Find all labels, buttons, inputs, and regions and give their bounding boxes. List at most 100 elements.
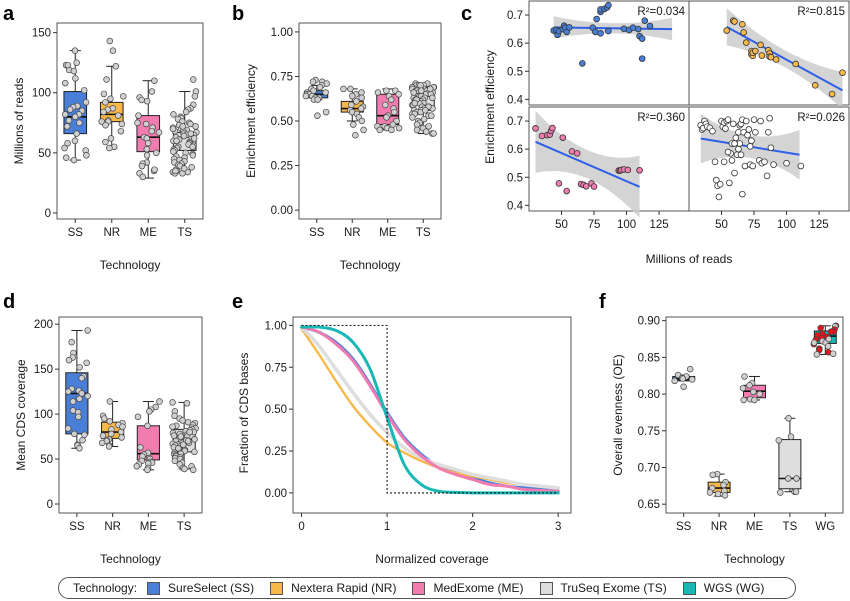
data-point: [811, 82, 819, 89]
regression-line: [535, 140, 640, 188]
y-axis-label: Enrichment efficiency: [483, 50, 497, 164]
panel-f-overall-evenness: 0.65 0.70 0.75 0.80 0.85 0.90 SS NR ME TS WG Techno…: [611, 316, 844, 566]
data-point: [638, 35, 646, 42]
data-point: [723, 27, 731, 34]
data-point: [106, 418, 114, 425]
data-point: [389, 121, 397, 128]
data-point: [742, 117, 750, 125]
x-axis-label: Millions of reads: [646, 252, 733, 266]
data-point: [71, 47, 79, 54]
legend-label-wg: WGS (WG): [703, 581, 765, 595]
data-point: [605, 27, 612, 35]
data-point: [579, 60, 586, 67]
data-point: [549, 124, 556, 132]
data-point: [785, 475, 792, 482]
data-point: [144, 139, 152, 147]
data-point: [350, 121, 357, 128]
data-point: [75, 413, 82, 421]
facet-me: R²=0.360 0.4 0.5 0.6 0.7 50 75 100 125: [507, 106, 690, 231]
legend-item-ss: SureSelect (SS): [147, 581, 254, 595]
data-point: [78, 390, 85, 397]
data-point: [706, 489, 714, 496]
y-tick-label: 0.00: [271, 205, 293, 217]
data-point: [739, 21, 746, 28]
data-point: [383, 87, 390, 94]
data-point: [143, 152, 151, 159]
panel-a-millions-of-reads: 0 50 100 150 SS NR ME TS Technology Millions of r…: [12, 22, 204, 272]
regression-line: [726, 25, 843, 92]
x-tick-label: 50: [715, 219, 728, 231]
x-axis-label: Technology: [340, 258, 401, 272]
data-point: [636, 166, 643, 174]
data-point: [177, 433, 185, 440]
data-point: [184, 437, 192, 445]
data-point: [135, 112, 142, 119]
x-tick-label: 1: [384, 521, 390, 533]
data-point: [744, 131, 751, 139]
y-tick-label: 0.5: [507, 172, 523, 184]
data-point: [66, 106, 74, 113]
data-point: [357, 105, 365, 112]
data-point: [171, 457, 179, 465]
facet-ss: R²=0.034 0.4 0.5 0.6 0.7: [507, 0, 690, 106]
data-point: [322, 108, 330, 116]
data-point: [81, 431, 88, 439]
data-point: [62, 154, 70, 161]
data-point: [175, 445, 182, 452]
data-point: [739, 384, 747, 392]
x-tick-label: TS: [177, 227, 192, 239]
data-point: [71, 113, 79, 121]
legend: Technology: SureSelect (SS) Nextera Rapi…: [58, 577, 796, 599]
data-point: [187, 130, 195, 137]
data-point: [102, 99, 109, 106]
y-tick-label: 0: [47, 499, 53, 511]
data-point: [731, 18, 738, 25]
x-tick-label: TS: [177, 521, 192, 533]
data-point: [422, 128, 430, 135]
box-ss: [65, 372, 89, 435]
y-tick-label: 0.70: [638, 462, 660, 474]
data-point: [573, 150, 581, 157]
data-point: [138, 162, 146, 170]
data-point: [76, 119, 83, 127]
data-point: [785, 415, 792, 422]
data-point: [192, 123, 199, 130]
x-tick-label: SS: [69, 521, 85, 533]
x-tick-label: 2: [469, 521, 475, 533]
data-point: [590, 183, 598, 190]
data-point: [353, 98, 360, 105]
data-point: [314, 112, 321, 119]
data-point: [76, 445, 83, 452]
data-point: [563, 187, 571, 195]
panel-letter-a: a: [3, 3, 15, 25]
data-point: [99, 432, 107, 439]
data-point: [180, 441, 187, 448]
y-tick-label: 0.90: [638, 316, 660, 328]
data-point: [828, 90, 836, 98]
data-point: [746, 382, 753, 389]
legend-title: Technology:: [73, 581, 138, 595]
data-point: [189, 143, 196, 151]
data-point: [767, 144, 775, 152]
y-axis-label: Millions of reads: [12, 78, 26, 165]
data-point: [134, 413, 142, 421]
data-point: [102, 121, 109, 129]
data-point: [65, 356, 73, 364]
y-tick-label: 0.85: [638, 352, 660, 364]
data-point: [142, 120, 150, 128]
data-point: [112, 63, 120, 70]
data-point: [374, 89, 382, 96]
y-tick-label: 100: [34, 409, 53, 421]
data-point: [724, 148, 732, 156]
data-point: [151, 166, 158, 173]
data-point: [146, 408, 153, 415]
data-point: [119, 423, 126, 430]
x-tick-label: 0: [298, 521, 304, 533]
curve-me: [300, 325, 560, 493]
data-point: [532, 125, 539, 132]
data-point: [749, 162, 757, 170]
data-point: [634, 25, 642, 33]
x-tick-label: 75: [748, 219, 761, 231]
data-point: [169, 125, 177, 133]
y-axis-label: Overall evenness (OE): [611, 354, 625, 475]
